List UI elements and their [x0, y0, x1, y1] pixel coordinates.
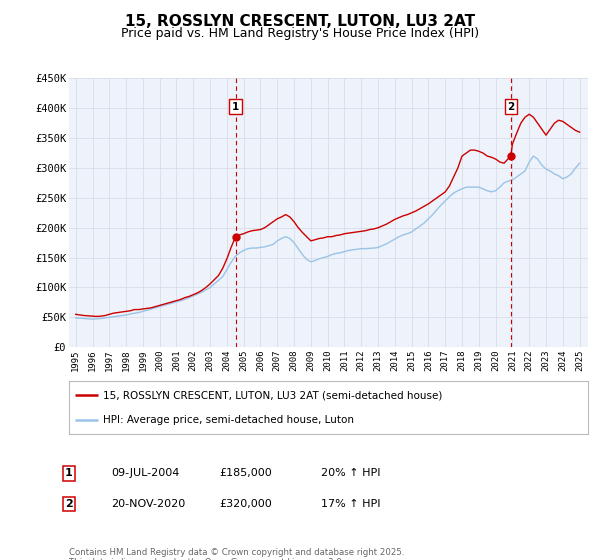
Text: Contains HM Land Registry data © Crown copyright and database right 2025.
This d: Contains HM Land Registry data © Crown c… [69, 548, 404, 560]
Text: 09-JUL-2004: 09-JUL-2004 [111, 468, 179, 478]
Text: 20-NOV-2020: 20-NOV-2020 [111, 499, 185, 509]
Text: 15, ROSSLYN CRESCENT, LUTON, LU3 2AT: 15, ROSSLYN CRESCENT, LUTON, LU3 2AT [125, 14, 475, 29]
Text: 17% ↑ HPI: 17% ↑ HPI [321, 499, 380, 509]
Text: 15, ROSSLYN CRESCENT, LUTON, LU3 2AT (semi-detached house): 15, ROSSLYN CRESCENT, LUTON, LU3 2AT (se… [103, 390, 442, 400]
Text: 1: 1 [65, 468, 73, 478]
Text: 2: 2 [65, 499, 73, 509]
Text: £320,000: £320,000 [219, 499, 272, 509]
Text: 20% ↑ HPI: 20% ↑ HPI [321, 468, 380, 478]
Text: Price paid vs. HM Land Registry's House Price Index (HPI): Price paid vs. HM Land Registry's House … [121, 27, 479, 40]
Text: 1: 1 [232, 101, 239, 111]
Text: HPI: Average price, semi-detached house, Luton: HPI: Average price, semi-detached house,… [103, 414, 354, 424]
Text: 2: 2 [507, 101, 514, 111]
Text: £185,000: £185,000 [219, 468, 272, 478]
